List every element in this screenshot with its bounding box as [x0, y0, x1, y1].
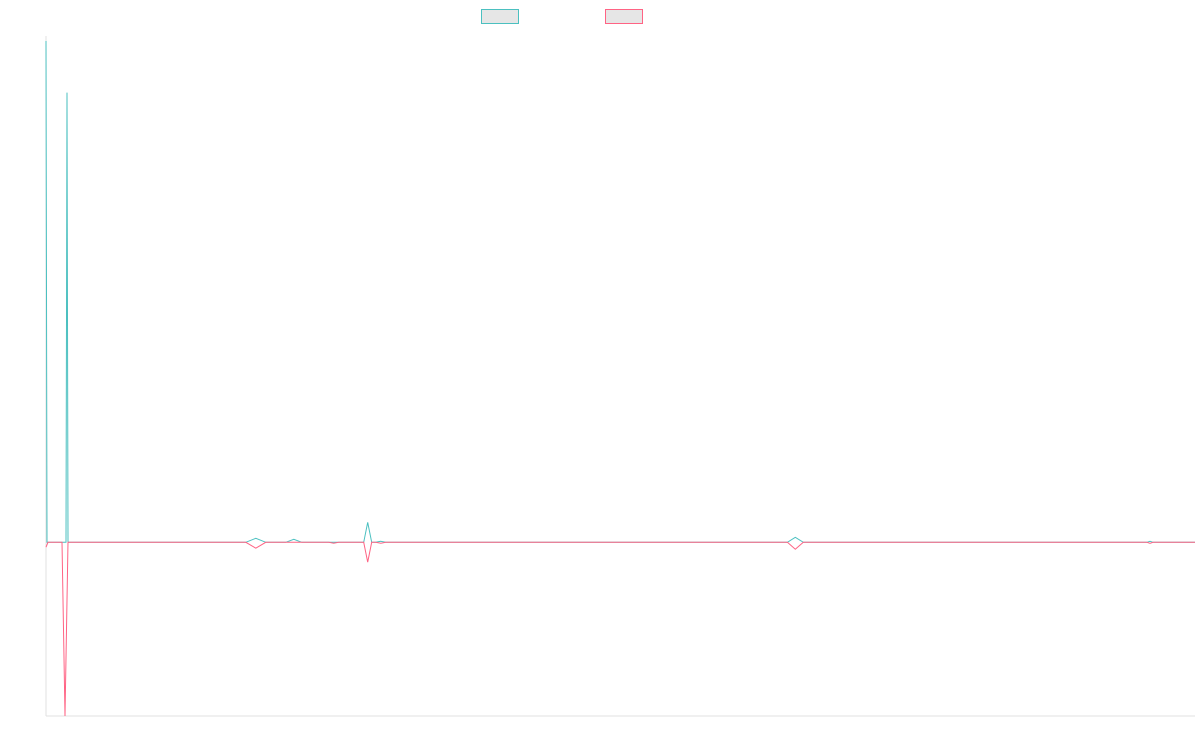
legend-swatch-series-2[interactable] — [605, 9, 643, 24]
legend-swatch-series-1[interactable] — [481, 9, 519, 24]
series-line-2 — [45, 541, 1195, 717]
series-line-1 — [45, 40, 1195, 543]
legend — [0, 9, 1200, 27]
